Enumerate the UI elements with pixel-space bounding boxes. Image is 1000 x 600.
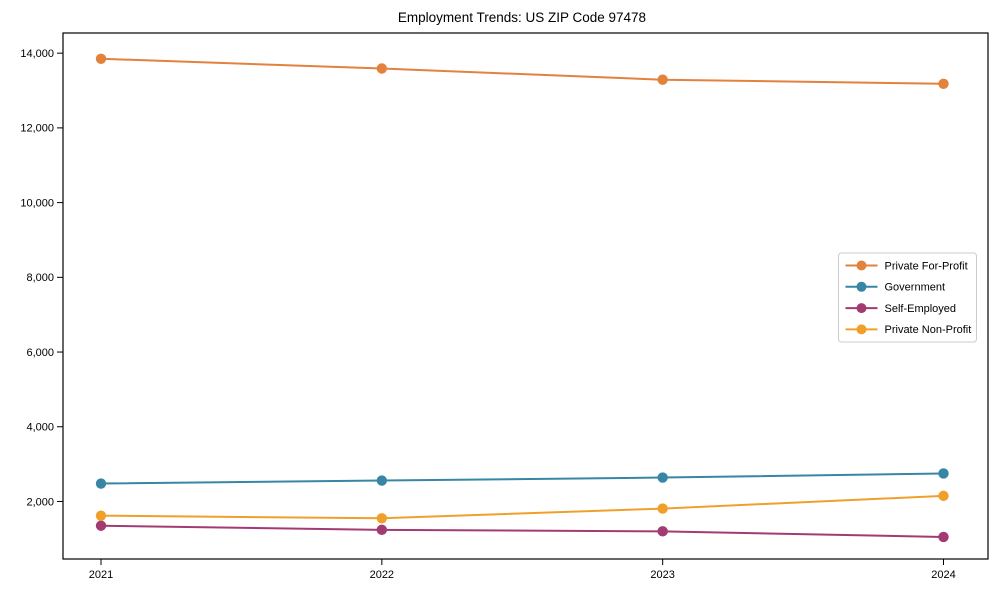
legend-label-private-non-profit: Private Non-Profit: [885, 324, 972, 336]
data-point-marker-self-employed: [938, 531, 949, 543]
x-axis-tick-label: 2024: [931, 569, 955, 581]
plot-area: 2,000 4,000 6,000 8,000 10,000 12,000 14,000 20…: [20, 32, 989, 581]
chart-title: Employment Trends: US ZIP Code 97478: [398, 10, 646, 25]
data-point-marker-private-non-profit: [938, 490, 949, 502]
data-point-marker-private-for-profit: [657, 74, 668, 85]
data-point-marker-private-non-profit: [95, 510, 107, 521]
y-axis-tick-label: 12,000: [20, 123, 54, 135]
data-point-marker-private-for-profit: [938, 78, 949, 90]
data-point-marker-government: [657, 472, 668, 483]
series-line-self-employed: [100, 524, 945, 538]
y-axis-tick-label: 8,000: [26, 272, 54, 284]
data-point-marker-private-for-profit: [95, 53, 107, 64]
x-axis-tick-label: 2022: [370, 569, 394, 581]
y-axis-tick-label: 6,000: [26, 347, 54, 359]
plot-border: [62, 32, 989, 560]
data-point-marker-private-non-profit: [376, 513, 388, 524]
series-line-private-for-profit: [100, 57, 945, 85]
legend-marker-government: [856, 281, 867, 292]
data-point-marker-government: [938, 468, 949, 479]
x-axis-tick-label: 2023: [650, 569, 674, 581]
y-axis-tick-label: 14,000: [20, 48, 54, 60]
data-point-marker-private-non-profit: [657, 503, 668, 514]
legend-marker-private-for-profit: [856, 260, 867, 271]
legend: Private For-Profit Government Self-Employe…: [838, 252, 977, 343]
data-point-marker-self-employed: [657, 526, 668, 537]
legend-label-private-for-profit: Private For-Profit: [885, 260, 968, 272]
data-point-marker-government: [95, 478, 107, 489]
legend-label-government: Government: [885, 282, 946, 294]
series-line-government: [100, 472, 945, 485]
data-point-marker-self-employed: [376, 524, 388, 536]
y-axis-tick-label: 10,000: [20, 197, 54, 209]
legend-label-self-employed: Self-Employed: [885, 303, 957, 315]
x-axis-tick-label: 2021: [89, 569, 113, 581]
legend-marker-private-non-profit: [856, 324, 867, 335]
series-line-private-non-profit: [100, 494, 945, 520]
y-axis-tick-label: 2,000: [26, 496, 54, 508]
legend-marker-self-employed: [856, 303, 867, 314]
data-point-marker-government: [376, 475, 388, 486]
data-point-marker-private-for-profit: [376, 63, 388, 74]
y-axis-tick-label: 4,000: [26, 422, 54, 434]
legend-box: [838, 252, 977, 343]
data-point-marker-self-employed: [95, 520, 107, 531]
